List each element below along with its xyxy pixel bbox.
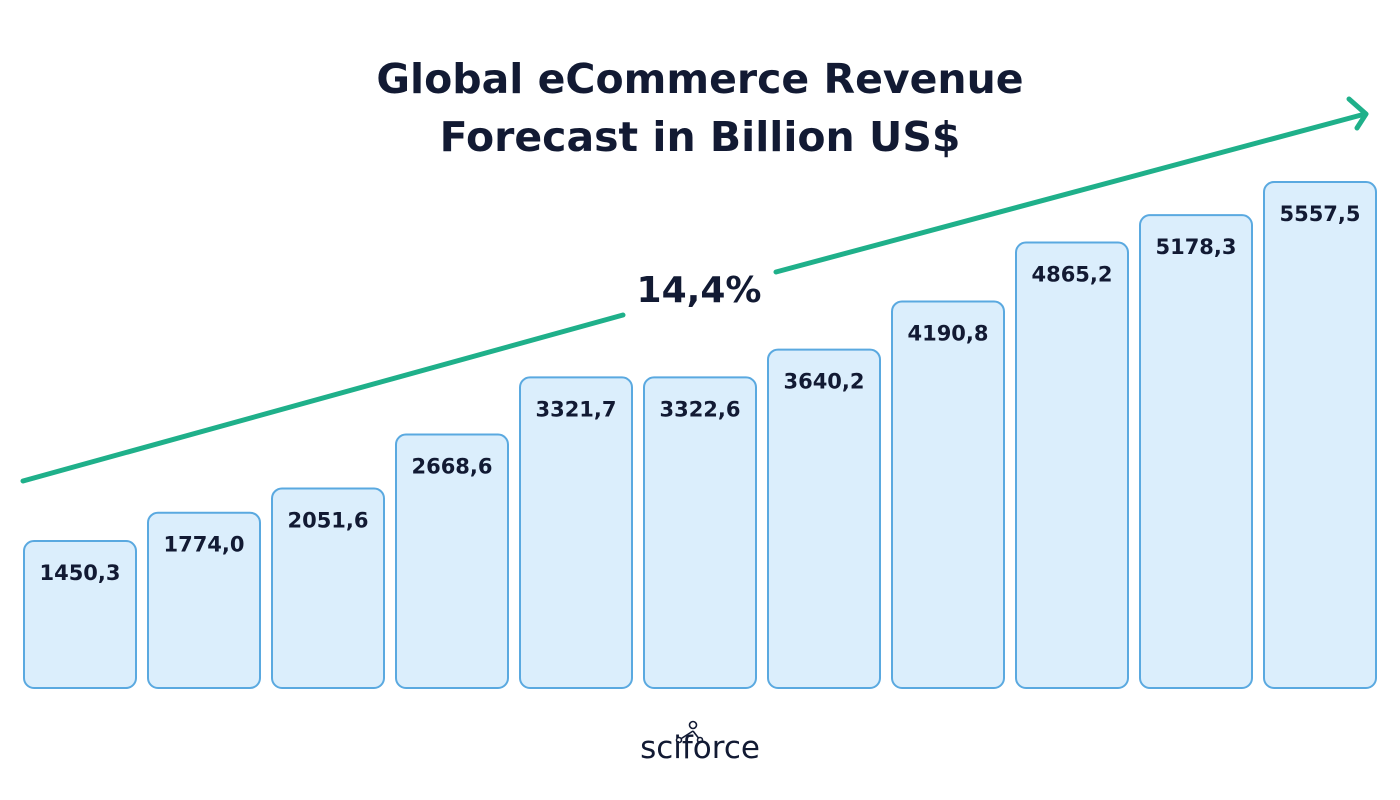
bar-group: 5557,5: [1263, 181, 1377, 689]
bar-value-label: 2668,6: [411, 455, 492, 479]
bar: [1015, 241, 1129, 689]
bar: [1139, 214, 1253, 689]
chart-title-line-2: Forecast in Billion US$: [439, 113, 961, 161]
trend-growth-label: 14,4%: [637, 270, 762, 311]
trend-line: [20, 312, 626, 484]
bar-value-label: 3640,2: [783, 370, 864, 394]
bar-group: 3640,2: [767, 348, 881, 689]
bar: [767, 348, 881, 689]
bar-group: 5178,3: [1139, 214, 1253, 689]
bar: [271, 487, 385, 690]
bar: [1263, 181, 1377, 689]
bar: [147, 511, 261, 689]
bars-layer: 1450,3 1774,0 2051,6 2668,6 3321,7 3322,6 3640…: [23, 181, 1377, 690]
trend-line: [773, 111, 1368, 275]
network-dots-icon: [675, 720, 704, 744]
bar-value-label: 5178,3: [1155, 235, 1236, 259]
bar: [891, 300, 1005, 689]
bar-value-label: 1774,0: [163, 533, 244, 557]
bar-group: 3322,6: [643, 376, 757, 689]
bar: [519, 376, 633, 689]
brand-name: sciforce: [640, 730, 760, 766]
bar-value-label: 5557,5: [1279, 202, 1360, 226]
bar-group: 2051,6: [271, 487, 385, 690]
bar-value-label: 2051,6: [287, 508, 368, 532]
bar-value-label: 3322,6: [659, 397, 740, 421]
bar-group: 4190,8: [891, 300, 1005, 689]
bar-group: 2668,6: [395, 433, 509, 689]
bar-value-label: 1450,3: [39, 561, 120, 585]
bar-group: 1774,0: [147, 511, 261, 689]
bar: [23, 540, 137, 689]
bar-value-label: 4865,2: [1031, 263, 1112, 287]
brand-logo: sciforce: [640, 720, 760, 766]
trend-arrowhead: [1346, 96, 1369, 131]
bar-group: 3321,7: [519, 376, 633, 689]
bar-value-label: 4190,8: [907, 321, 988, 345]
chart-title-line-1: Global eCommerce Revenue: [376, 55, 1024, 103]
bar: [395, 433, 509, 689]
bar-group: 4865,2: [1015, 241, 1129, 689]
trend-layer: 14,4%: [20, 96, 1369, 484]
chart-title: Global eCommerce Revenue Forecast in Bil…: [200, 50, 1200, 166]
bar: [643, 376, 757, 689]
bar-group: 1450,3: [23, 540, 137, 689]
bar-value-label: 3321,7: [535, 397, 616, 421]
